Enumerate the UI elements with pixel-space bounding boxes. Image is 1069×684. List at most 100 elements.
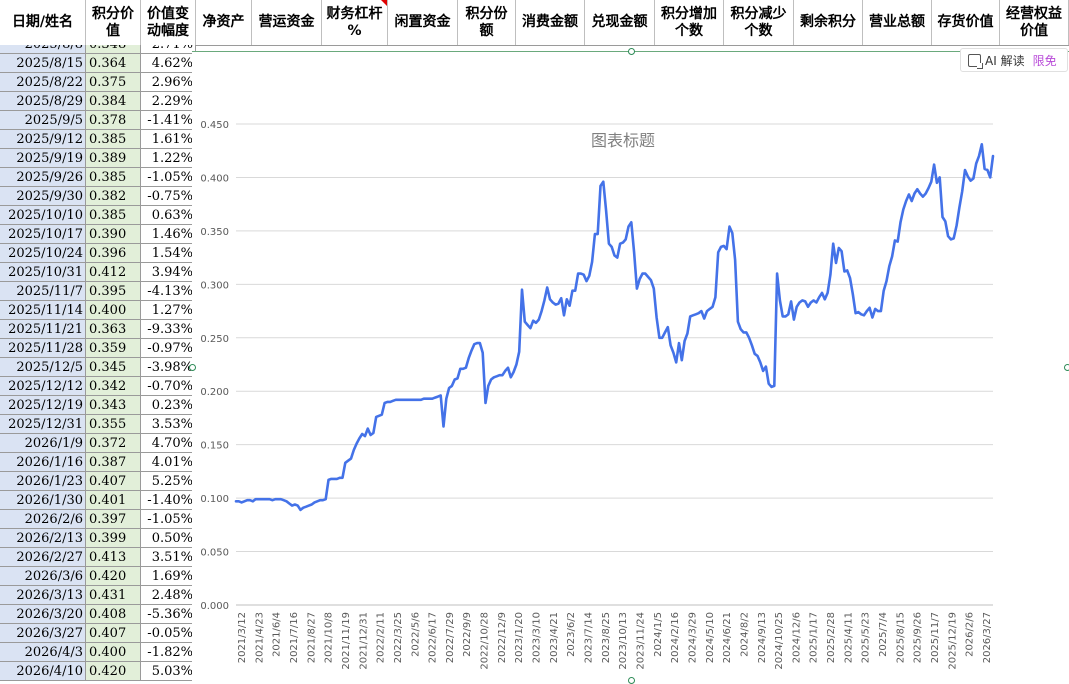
column-header[interactable]: 积分增加 个数 xyxy=(655,0,724,45)
column-header[interactable]: 营业总额 xyxy=(863,0,932,45)
change-cell[interactable]: 1.69% xyxy=(141,567,196,586)
date-cell[interactable]: 2026/2/6 xyxy=(0,510,86,529)
change-cell[interactable]: 1.61% xyxy=(141,130,196,149)
value-cell[interactable]: 0.378 xyxy=(86,111,141,130)
date-cell[interactable]: 2025/9/12 xyxy=(0,130,86,149)
value-cell[interactable]: 0.399 xyxy=(86,529,141,548)
column-header[interactable]: 日期/姓名 xyxy=(0,0,86,45)
value-cell[interactable]: 0.382 xyxy=(86,187,141,206)
change-cell[interactable]: -4.13% xyxy=(141,282,196,301)
value-cell[interactable]: 0.413 xyxy=(86,548,141,567)
value-cell[interactable]: 0.420 xyxy=(86,567,141,586)
change-cell[interactable]: 2.71% xyxy=(141,45,196,54)
change-cell[interactable]: -0.70% xyxy=(141,377,196,396)
value-cell[interactable]: 0.342 xyxy=(86,377,141,396)
change-cell[interactable]: -1.05% xyxy=(141,168,196,187)
change-cell[interactable]: -1.40% xyxy=(141,491,196,510)
value-cell[interactable]: 0.395 xyxy=(86,282,141,301)
date-cell[interactable]: 2026/4/10 xyxy=(0,662,86,681)
change-cell[interactable]: 3.51% xyxy=(141,548,196,567)
change-cell[interactable]: 1.27% xyxy=(141,301,196,320)
date-cell[interactable]: 2025/12/5 xyxy=(0,358,86,377)
value-cell[interactable]: 0.431 xyxy=(86,586,141,605)
value-cell[interactable]: 0.408 xyxy=(86,605,141,624)
value-cell[interactable]: 0.359 xyxy=(86,339,141,358)
change-cell[interactable]: 0.50% xyxy=(141,529,196,548)
change-cell[interactable]: -5.36% xyxy=(141,605,196,624)
column-header[interactable]: 财务杠杆 % xyxy=(322,0,388,45)
date-cell[interactable]: 2026/2/13 xyxy=(0,529,86,548)
value-cell[interactable]: 0.348 xyxy=(86,45,141,54)
change-cell[interactable]: 1.46% xyxy=(141,225,196,244)
chart-resize-handle-top[interactable] xyxy=(628,48,635,55)
change-cell[interactable]: 5.03% xyxy=(141,662,196,681)
value-cell[interactable]: 0.387 xyxy=(86,453,141,472)
date-cell[interactable]: 2026/4/3 xyxy=(0,643,86,662)
column-header[interactable]: 剩余积分 xyxy=(794,0,863,45)
value-cell[interactable]: 0.401 xyxy=(86,491,141,510)
change-cell[interactable]: 4.01% xyxy=(141,453,196,472)
chart-resize-handle-right[interactable] xyxy=(1064,364,1069,371)
date-cell[interactable]: 2025/8/8 xyxy=(0,45,86,54)
value-cell[interactable]: 0.384 xyxy=(86,92,141,111)
value-cell[interactable]: 0.385 xyxy=(86,206,141,225)
change-cell[interactable]: 0.23% xyxy=(141,396,196,415)
column-header[interactable]: 闲置资金 xyxy=(388,0,458,45)
date-cell[interactable]: 2026/2/27 xyxy=(0,548,86,567)
date-cell[interactable]: 2025/10/17 xyxy=(0,225,86,244)
change-cell[interactable]: 4.70% xyxy=(141,434,196,453)
date-cell[interactable]: 2025/9/19 xyxy=(0,149,86,168)
value-cell[interactable]: 0.397 xyxy=(86,510,141,529)
change-cell[interactable]: 1.22% xyxy=(141,149,196,168)
value-cell[interactable]: 0.400 xyxy=(86,301,141,320)
value-cell[interactable]: 0.355 xyxy=(86,415,141,434)
value-cell[interactable]: 0.372 xyxy=(86,434,141,453)
column-header[interactable]: 积分减少 个数 xyxy=(724,0,794,45)
value-cell[interactable]: 0.343 xyxy=(86,396,141,415)
change-cell[interactable]: 2.96% xyxy=(141,73,196,92)
date-cell[interactable]: 2025/10/24 xyxy=(0,244,86,263)
value-cell[interactable]: 0.345 xyxy=(86,358,141,377)
change-cell[interactable]: 1.54% xyxy=(141,244,196,263)
date-cell[interactable]: 2025/9/26 xyxy=(0,168,86,187)
date-cell[interactable]: 2026/1/23 xyxy=(0,472,86,491)
change-cell[interactable]: 3.53% xyxy=(141,415,196,434)
change-cell[interactable]: 0.63% xyxy=(141,206,196,225)
change-cell[interactable]: -0.05% xyxy=(141,624,196,643)
change-cell[interactable]: 2.48% xyxy=(141,586,196,605)
change-cell[interactable]: 5.25% xyxy=(141,472,196,491)
column-header[interactable]: 积分价 值 xyxy=(86,0,141,45)
value-cell[interactable]: 0.375 xyxy=(86,73,141,92)
date-cell[interactable]: 2025/11/28 xyxy=(0,339,86,358)
value-cell[interactable]: 0.364 xyxy=(86,54,141,73)
value-cell[interactable]: 0.389 xyxy=(86,149,141,168)
value-cell[interactable]: 0.385 xyxy=(86,130,141,149)
change-cell[interactable]: -1.05% xyxy=(141,510,196,529)
date-cell[interactable]: 2026/1/16 xyxy=(0,453,86,472)
change-cell[interactable]: -1.41% xyxy=(141,111,196,130)
date-cell[interactable]: 2025/10/10 xyxy=(0,206,86,225)
date-cell[interactable]: 2025/11/7 xyxy=(0,282,86,301)
date-cell[interactable]: 2025/9/5 xyxy=(0,111,86,130)
column-header[interactable]: 消费金额 xyxy=(516,0,585,45)
date-cell[interactable]: 2025/11/14 xyxy=(0,301,86,320)
column-header[interactable]: 兑现金额 xyxy=(585,0,655,45)
value-cell[interactable]: 0.407 xyxy=(86,472,141,491)
date-cell[interactable]: 2026/1/30 xyxy=(0,491,86,510)
change-cell[interactable]: 4.62% xyxy=(141,54,196,73)
value-cell[interactable]: 0.363 xyxy=(86,320,141,339)
change-cell[interactable]: -0.97% xyxy=(141,339,196,358)
date-cell[interactable]: 2026/3/27 xyxy=(0,624,86,643)
value-cell[interactable]: 0.412 xyxy=(86,263,141,282)
column-header[interactable]: 积分份 额 xyxy=(458,0,516,45)
change-cell[interactable]: -3.98% xyxy=(141,358,196,377)
column-header[interactable]: 存货价值 xyxy=(932,0,1000,45)
date-cell[interactable]: 2025/8/22 xyxy=(0,73,86,92)
date-cell[interactable]: 2025/12/31 xyxy=(0,415,86,434)
value-cell[interactable]: 0.390 xyxy=(86,225,141,244)
value-cell[interactable]: 0.385 xyxy=(86,168,141,187)
value-cell[interactable]: 0.396 xyxy=(86,244,141,263)
date-cell[interactable]: 2026/3/13 xyxy=(0,586,86,605)
column-header[interactable]: 净资产 xyxy=(196,0,252,45)
change-cell[interactable]: -9.33% xyxy=(141,320,196,339)
